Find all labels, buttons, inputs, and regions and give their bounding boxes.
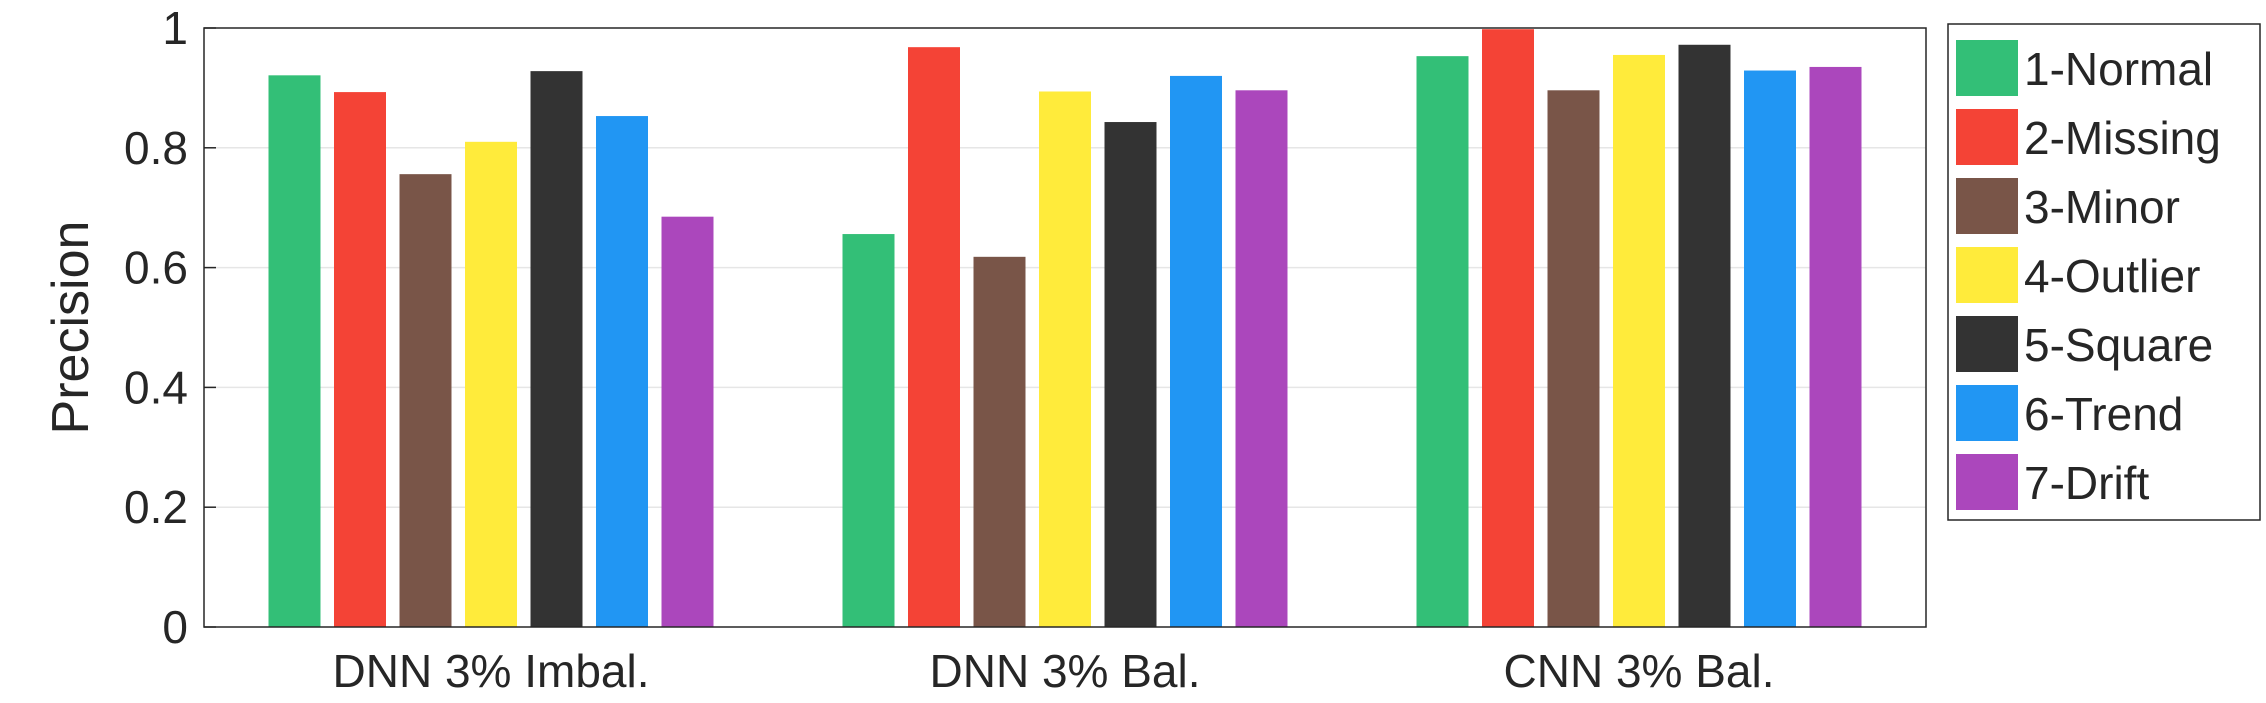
legend-swatch (1956, 109, 2018, 165)
bar-7-drift-1 (661, 216, 714, 627)
bar-2-missing-3 (1482, 29, 1534, 628)
bars-group (268, 29, 1862, 628)
y-tick-label: 0.2 (124, 481, 188, 533)
y-tick-label: 0.6 (124, 242, 188, 294)
bar-4-outlier-1 (465, 141, 517, 627)
bar-5-square-2 (1104, 122, 1157, 627)
legend-entry-label: 2-Missing (2024, 112, 2221, 164)
legend-swatch (1956, 247, 2018, 303)
y-axis-ticks: 0 0.2 0.4 0.6 0.8 1 (124, 2, 216, 653)
legend: 1-Normal 2-Missing 3-Minor 4-Outlier 5-Squar… (1947, 23, 2261, 521)
bar-4-outlier-3 (1613, 54, 1665, 627)
bar-3-minor-3 (1547, 90, 1600, 627)
x-category-label: DNN 3% Bal. (930, 645, 1201, 697)
x-category-label: CNN 3% Bal. (1504, 645, 1775, 697)
bar-6-trend-3 (1744, 70, 1796, 628)
bar-3-minor-2 (973, 256, 1026, 627)
legend-entry-label: 5-Square (2024, 319, 2213, 371)
bar-1-normal-2 (842, 234, 895, 627)
x-axis-categories: DNN 3% Imbal. DNN 3% Bal. CNN 3% Bal. (333, 645, 1775, 697)
bar-3-minor-1 (399, 174, 452, 627)
legend-entry-label: 7-Drift (2024, 457, 2149, 509)
y-tick-label: 1 (162, 2, 188, 54)
bar-7-drift-3 (1809, 66, 1862, 627)
bar-2-missing-1 (334, 92, 386, 627)
y-tick-label: 0.8 (124, 122, 188, 174)
y-tick-label: 0 (162, 601, 188, 653)
legend-swatch (1956, 385, 2018, 441)
legend-entry-label: 6-Trend (2024, 388, 2183, 440)
plot-frame (203, 27, 1927, 628)
x-category-label: DNN 3% Imbal. (333, 645, 650, 697)
y-tick-label: 0.4 (124, 361, 188, 413)
bar-2-missing-2 (908, 47, 960, 628)
y-axis-label: Precision (42, 221, 100, 435)
legend-entry-label: 4-Outlier (2024, 250, 2200, 302)
bar-1-normal-1 (268, 75, 321, 628)
bar-4-outlier-2 (1039, 91, 1091, 627)
legend-swatch (1956, 178, 2018, 234)
bar-5-square-1 (530, 71, 583, 628)
bar-1-normal-3 (1416, 56, 1469, 627)
legend-entry-label: 1-Normal (2024, 43, 2213, 95)
legend-swatch (1956, 316, 2018, 372)
bar-7-drift-2 (1235, 90, 1288, 627)
bar-6-trend-2 (1170, 75, 1222, 628)
legend-swatch (1956, 454, 2018, 510)
bar-6-trend-1 (596, 116, 648, 627)
legend-swatch (1956, 40, 2018, 96)
bar-5-square-3 (1678, 44, 1731, 628)
legend-entry-label: 3-Minor (2024, 181, 2180, 233)
